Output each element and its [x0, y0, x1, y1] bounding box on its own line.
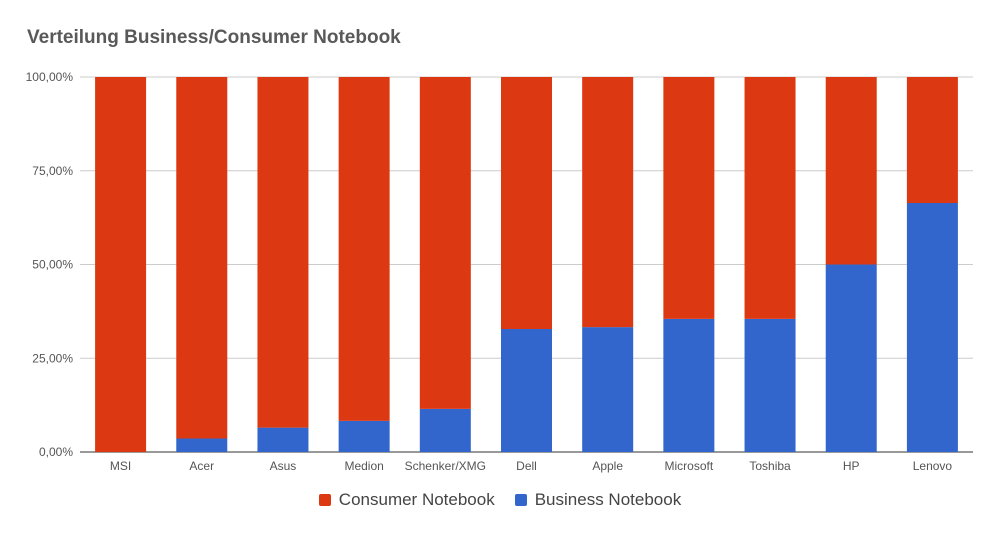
bar-business-notebook-hp[interactable] — [825, 264, 877, 453]
x-tick-label: Lenovo — [913, 459, 953, 473]
bar-business-notebook-schenker-xmg[interactable] — [419, 408, 471, 452]
bar-consumer-notebook-toshiba[interactable] — [744, 77, 796, 319]
bar-consumer-notebook-schenker-xmg[interactable] — [419, 77, 471, 409]
x-tick-label: MSI — [110, 459, 131, 473]
x-tick-label: Toshiba — [749, 459, 791, 473]
bar-business-notebook-acer[interactable] — [176, 438, 228, 453]
y-axis-ticks: 0,00% 25,00% 50,00% 75,00% 100,00% — [26, 70, 74, 459]
x-tick-label: Microsoft — [665, 459, 714, 473]
y-tick-label: 25,00% — [32, 351, 73, 365]
x-tick-label: Acer — [189, 459, 214, 473]
bar-consumer-notebook-medion[interactable] — [338, 77, 390, 421]
bar-consumer-notebook-dell[interactable] — [501, 77, 552, 329]
y-tick-label: 75,00% — [32, 164, 73, 178]
legend-swatch-consumer — [318, 494, 331, 506]
bar-business-notebook-lenovo[interactable] — [906, 203, 958, 452]
bar-consumer-notebook-lenovo[interactable] — [906, 77, 958, 203]
chart-title: Verteilung Business/Consumer Notebook — [27, 27, 401, 48]
y-tick-label: 50,00% — [32, 258, 73, 272]
bar-business-notebook-asus[interactable] — [257, 427, 309, 452]
bar-business-notebook-medion[interactable] — [338, 420, 390, 452]
x-tick-label: Asus — [270, 459, 297, 473]
legend-item-business[interactable]: Business Notebook — [514, 490, 682, 510]
bar-consumer-notebook-microsoft[interactable] — [663, 77, 715, 319]
x-axis-ticks: MSI Acer Asus Medion Schenker/XMG Dell Apple Mi… — [110, 459, 952, 473]
x-tick-label: Medion — [344, 459, 383, 473]
x-tick-label: Dell — [516, 459, 537, 473]
legend-label-business: Business Notebook — [534, 490, 682, 509]
bars — [95, 77, 958, 452]
bar-business-notebook-microsoft[interactable] — [663, 318, 715, 452]
legend-swatch-business — [514, 494, 527, 506]
bar-business-notebook-apple[interactable] — [582, 327, 634, 452]
y-tick-label: 0,00% — [39, 445, 73, 459]
x-tick-label: HP — [843, 459, 860, 473]
bar-consumer-notebook-hp[interactable] — [825, 77, 877, 265]
bar-business-notebook-dell[interactable] — [501, 329, 552, 452]
y-tick-label: 100,00% — [26, 70, 74, 84]
bar-business-notebook-toshiba[interactable] — [744, 318, 796, 452]
bar-consumer-notebook-msi[interactable] — [95, 77, 147, 452]
x-tick-label: Schenker/XMG — [405, 459, 486, 473]
legend-item-consumer[interactable]: Consumer Notebook — [318, 490, 495, 510]
bar-consumer-notebook-asus[interactable] — [257, 77, 309, 428]
legend-label-consumer: Consumer Notebook — [338, 490, 495, 509]
bar-consumer-notebook-apple[interactable] — [582, 77, 634, 328]
legend: Consumer Notebook Business Notebook — [0, 490, 1000, 510]
bar-consumer-notebook-acer[interactable] — [176, 77, 228, 439]
x-tick-label: Apple — [592, 459, 623, 473]
